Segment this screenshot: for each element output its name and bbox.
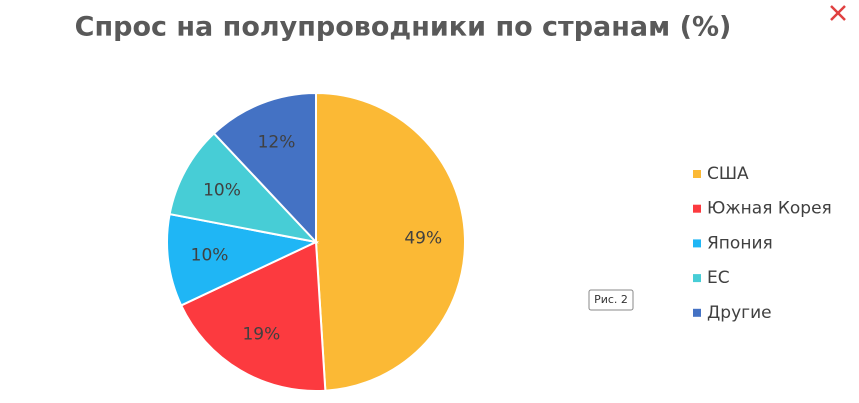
figure-caption: Рис. 2 xyxy=(588,289,634,311)
legend-label: Япония xyxy=(707,233,773,253)
pie-slice xyxy=(179,240,327,392)
close-icon[interactable] xyxy=(830,5,846,21)
legend-swatch xyxy=(693,308,701,317)
data-label: 49% xyxy=(404,229,442,249)
chart-title: Спрос на полупроводники по странам (%) xyxy=(75,12,732,43)
pie-slice xyxy=(166,212,320,307)
caption-text: Рис. 2 xyxy=(594,293,628,306)
close-button[interactable] xyxy=(830,5,846,21)
pie-slice xyxy=(212,91,317,245)
caption-box xyxy=(588,289,634,311)
legend-label: Другие xyxy=(707,303,772,323)
legend-swatch xyxy=(693,239,701,248)
legend-label: США xyxy=(707,164,749,184)
legend-label: Южная Корея xyxy=(707,199,832,219)
pie: 49% 19% 10% 10% 12% xyxy=(166,91,466,392)
legend-swatch xyxy=(693,204,701,213)
pie-slice xyxy=(315,91,466,392)
legend-label: ЕС xyxy=(707,268,730,288)
legend-swatch xyxy=(693,274,701,283)
legend: США Южная Корея Япония ЕС Другие xyxy=(693,164,832,323)
data-label: 19% xyxy=(242,324,280,344)
legend-swatch xyxy=(693,170,701,178)
pie-slice xyxy=(168,131,319,244)
data-label: 10% xyxy=(191,245,229,265)
data-label: 12% xyxy=(258,132,296,152)
data-label: 10% xyxy=(203,180,241,200)
